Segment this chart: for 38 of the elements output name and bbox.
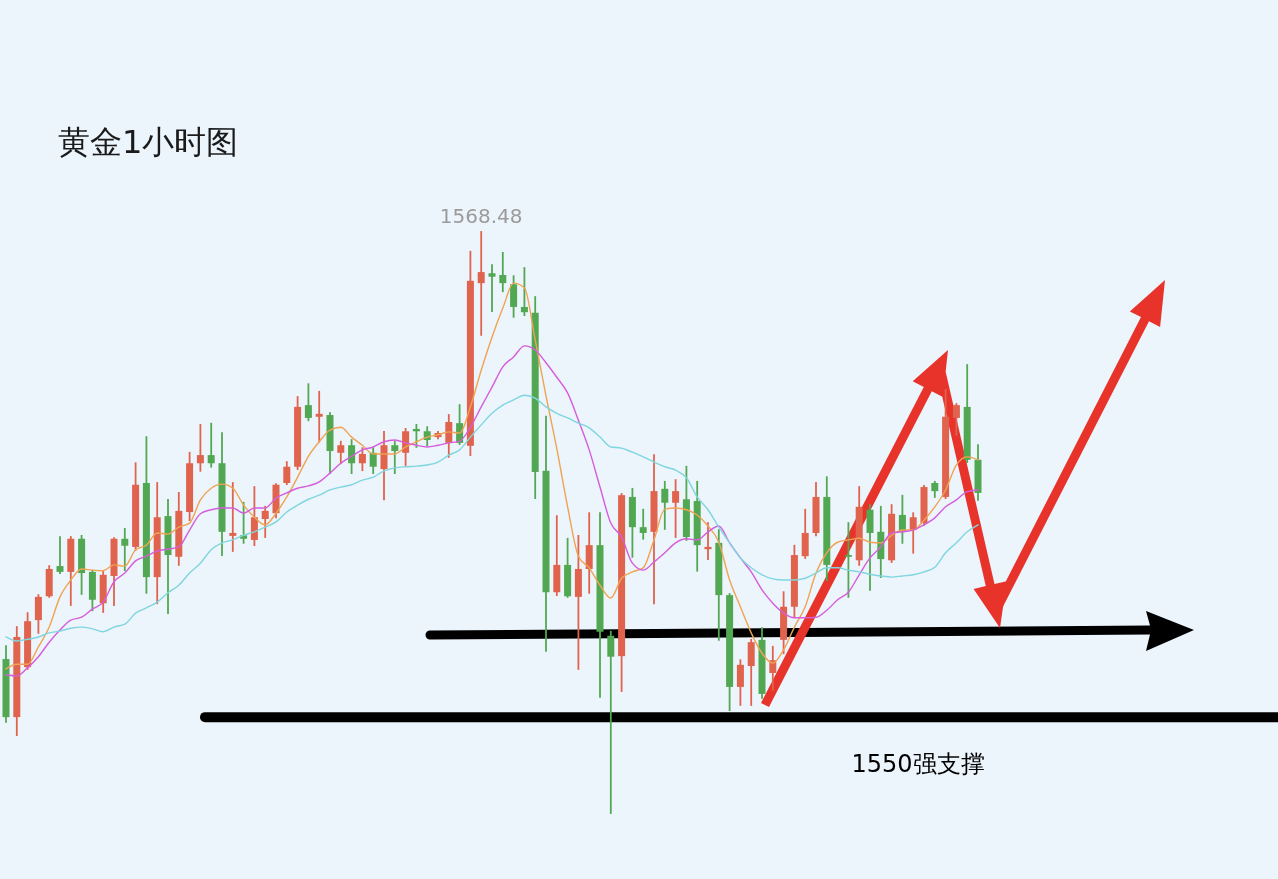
candlestick <box>56 536 64 574</box>
candlestick <box>672 479 680 538</box>
candlestick <box>261 505 269 538</box>
candlestick <box>520 267 528 316</box>
candlestick <box>909 512 917 554</box>
candlestick <box>207 422 215 468</box>
candlestick <box>844 522 852 598</box>
candlestick <box>736 659 744 706</box>
candlestick <box>801 508 809 559</box>
candlestick <box>240 501 248 544</box>
candlestick <box>315 390 323 443</box>
chart-title: 黄金1小时图 <box>58 123 239 161</box>
candlestick <box>358 447 366 472</box>
candlestick <box>121 527 129 572</box>
candlestick <box>510 275 518 318</box>
candlestick <box>391 440 399 475</box>
annotation: 1568.48 <box>439 204 523 228</box>
ref-line-label: 1550强支撑 <box>851 750 985 779</box>
candlestick <box>229 482 237 552</box>
candlestick <box>348 439 356 475</box>
candlestick <box>34 594 42 634</box>
candlestick <box>866 504 874 591</box>
candlestick <box>769 645 777 691</box>
candlestick <box>304 383 312 422</box>
candlestick <box>585 512 593 594</box>
candlestick <box>337 440 345 465</box>
candlestick <box>380 430 388 501</box>
candlestick <box>250 486 258 547</box>
candlestick <box>607 630 615 814</box>
candlestick <box>283 461 291 486</box>
candlestick <box>661 480 669 530</box>
candlestick <box>488 264 496 312</box>
candlestick <box>639 508 647 540</box>
candlestick <box>747 638 755 706</box>
candlestick <box>477 231 485 336</box>
candlestick <box>952 403 960 436</box>
candlestick <box>196 423 204 472</box>
candlestick <box>499 252 507 293</box>
